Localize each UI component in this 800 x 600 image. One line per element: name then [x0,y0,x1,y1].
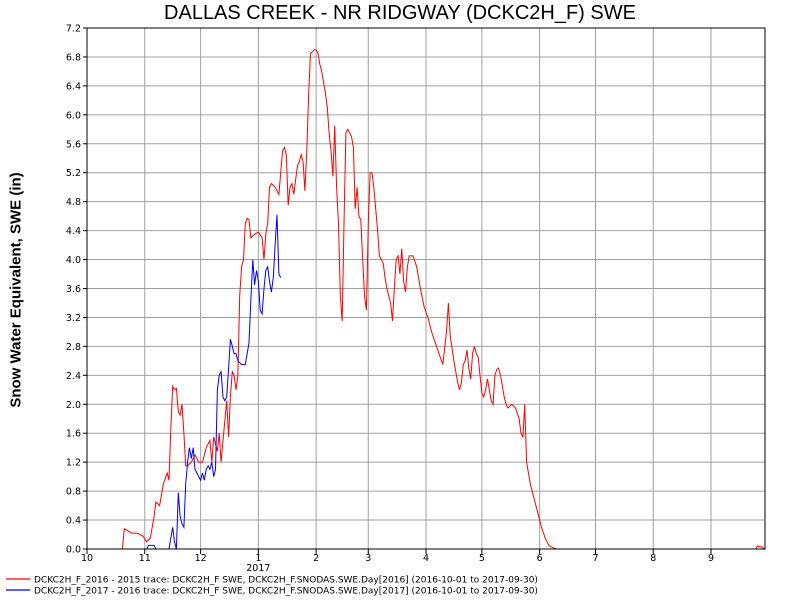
x-year-label: 2017 [246,563,270,574]
y-tick-label: 1.2 [66,458,81,469]
y-tick-label: 3.2 [66,313,81,324]
y-tick-label: 2.4 [66,371,81,382]
x-tick-label: 6 [537,553,543,564]
x-tick-label: 7 [592,553,598,564]
y-tick-label: 1.6 [66,429,81,440]
series-line-2 [146,214,282,550]
y-tick-label: 2.8 [66,342,81,353]
y-tick-label: 4.0 [66,255,81,266]
x-tick-label: 10 [81,553,93,564]
y-tick-label: 6.0 [66,110,81,121]
series-layer [121,49,766,550]
y-tick-label: 4.4 [66,226,81,237]
y-tick-label: 3.6 [66,284,81,295]
x-tick-label: 5 [479,553,485,564]
x-tick-label: 2 [313,553,319,564]
x-tick-label: 3 [365,553,371,564]
y-tick-label: 6.4 [66,81,81,92]
y-tick-label: 5.6 [66,139,81,150]
y-tick-label: 0.8 [66,487,81,498]
x-tick-label: 9 [708,553,714,564]
x-tick-label: 1 [255,553,261,564]
legend: DCKC2H_F_2016 - 2015 trace: DCKC2H_F SWE… [6,576,538,597]
y-tick-label: 7.2 [66,24,81,35]
y-tick-label: 0.0 [66,545,81,556]
x-tick-label: 4 [423,553,429,564]
axis-ticks: 0.0 0.4 0.8 1.2 1.6 2.0 2.4 2.8 3.2 3.6 4.0 4.4 4.8 5… [66,24,714,575]
y-tick-label: 6.8 [66,52,81,63]
y-tick-label: 5.2 [66,168,81,179]
x-tick-label: 12 [195,553,207,564]
legend-entry-1: DCKC2H_F_2016 - 2015 trace: DCKC2H_F SWE… [34,576,538,586]
y-tick-label: 0.4 [66,516,81,527]
y-tick-label: 4.8 [66,197,81,208]
x-tick-label: 8 [650,553,656,564]
legend-entry-2: DCKC2H_F_2017 - 2016 trace: DCKC2H_F SWE… [34,587,538,597]
y-tick-label: 2.0 [66,400,81,411]
x-tick-label: 11 [139,553,151,564]
chart-title: DALLAS CREEK - NR RIDGWAY (DCKC2H_F) SWE [164,2,636,24]
series-line-1 [121,49,766,550]
